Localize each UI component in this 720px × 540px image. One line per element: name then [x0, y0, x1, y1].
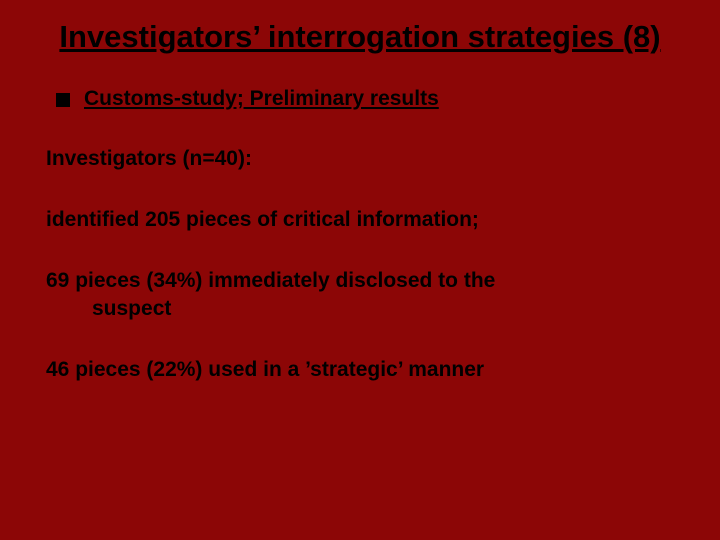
body-line-3a: 69 pieces (34%) immediately disclosed to… [46, 269, 495, 292]
bullet-label: Customs-study; Preliminary results [84, 87, 439, 111]
bullet-item: Customs-study; Preliminary results [56, 87, 680, 111]
slide-title: Investigators’ interrogation strategies … [40, 18, 680, 57]
body-line-4: 46 pieces (22%) used in a ’strategic’ ma… [46, 356, 680, 383]
body-line-2: identified 205 pieces of critical inform… [46, 206, 680, 233]
body-line-1: Investigators (n=40): [46, 145, 680, 172]
slide: Investigators’ interrogation strategies … [0, 0, 720, 540]
body-line-3b: suspect [92, 295, 680, 322]
square-bullet-icon [56, 93, 70, 107]
body-line-3: 69 pieces (34%) immediately disclosed to… [46, 267, 680, 322]
